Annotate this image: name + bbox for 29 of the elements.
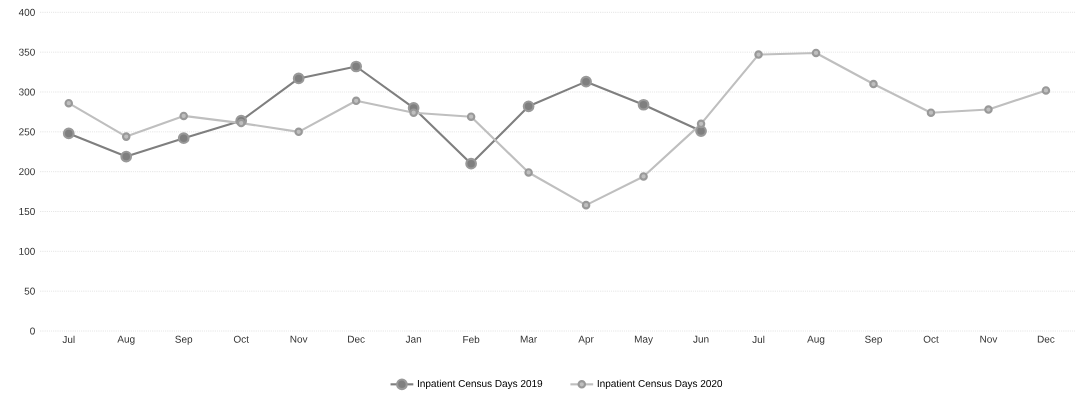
- y-tick-label: 250: [19, 128, 35, 136]
- x-tick-label: Jan: [405, 335, 422, 343]
- x-tick-label: Apr: [578, 335, 594, 345]
- x-tick-label: Nov: [290, 335, 308, 343]
- legend-label: Inpatient Census Days 2020: [597, 379, 723, 390]
- legend-label: Inpatient Census Days 2019: [417, 379, 543, 390]
- y-tick-label: 350: [18, 48, 35, 56]
- x-tick-label: Feb: [463, 335, 480, 344]
- x-tick-label: Sep: [175, 335, 193, 345]
- y-tick-label: 100: [19, 247, 35, 255]
- y-tick-label: 200: [19, 168, 35, 176]
- x-tick-label: Jul: [62, 335, 75, 344]
- x-tick-label: Jul: [752, 335, 765, 344]
- x-tick-label: Sep: [865, 335, 882, 345]
- x-tick-label: Dec: [348, 335, 365, 343]
- x-tick-label: Oct: [923, 335, 939, 343]
- x-tick-label: Nov: [980, 335, 998, 343]
- x-tick-label: Oct: [233, 335, 249, 343]
- y-tick-label: 0: [30, 327, 35, 335]
- x-tick-label: Mar: [520, 335, 538, 343]
- y-tick-label: 400: [18, 8, 35, 16]
- x-tick-label: Jun: [693, 335, 709, 343]
- y-tick-label: 300: [18, 88, 35, 96]
- x-tick-label: Aug: [807, 335, 825, 345]
- y-tick-label: 150: [19, 207, 35, 216]
- x-tick-label: Dec: [1037, 335, 1055, 343]
- y-tick-label: 50: [24, 287, 35, 295]
- x-tick-label: May: [634, 335, 653, 345]
- x-tick-label: Aug: [117, 335, 135, 345]
